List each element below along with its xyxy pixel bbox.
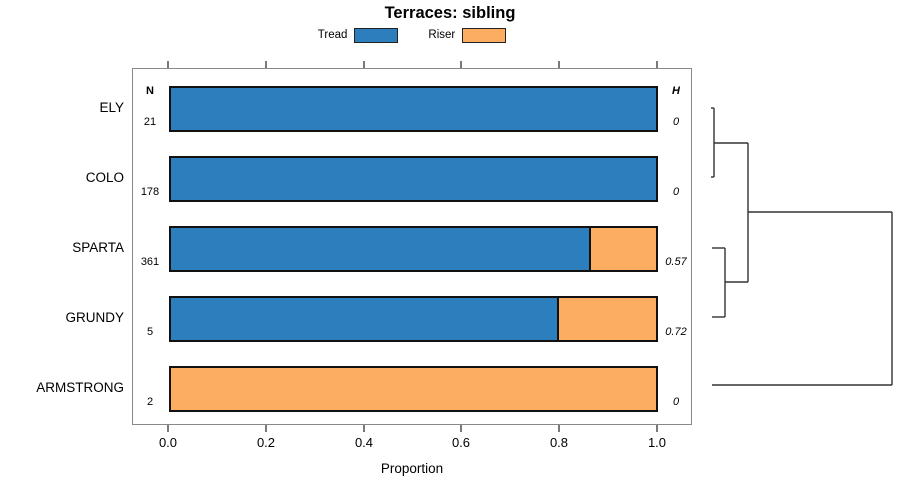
legend-label: Riser	[428, 29, 456, 41]
segment-riser	[559, 298, 656, 340]
category-label-sparta: SPARTA	[72, 240, 124, 255]
legend-swatch-riser	[462, 27, 507, 43]
n-value-grundy: 5	[146, 326, 154, 338]
legend-label: Tread	[317, 29, 348, 41]
segment-tread	[171, 158, 656, 200]
category-label-armstrong: ARMSTRONG	[36, 380, 124, 395]
legend-item-tread: Tread	[317, 27, 399, 43]
segment-tread	[171, 228, 591, 270]
x-tick-label-0.6: 0.6	[451, 435, 471, 450]
x-tick-label-0.8: 0.8	[549, 435, 569, 450]
h-value-grundy: 0.72	[665, 326, 687, 338]
n-value-ely: 21	[143, 116, 157, 128]
legend-item-riser: Riser	[428, 27, 507, 43]
plot-area	[132, 68, 692, 425]
category-label-grundy: GRUNDY	[65, 310, 124, 325]
x-axis-title: Proportion	[380, 461, 444, 476]
chart-title: Terraces: sibling	[384, 4, 516, 22]
h-column-header: H	[672, 85, 680, 97]
x-tick-label-0.4: 0.4	[354, 435, 374, 450]
h-value-sparta: 0.57	[665, 256, 687, 268]
bar-armstrong	[169, 366, 658, 412]
h-value-ely: 0	[672, 116, 680, 128]
segment-tread	[171, 88, 656, 130]
legend-swatch-tread	[354, 27, 399, 43]
n-column-header: N	[146, 85, 154, 97]
bar-ely	[169, 86, 658, 132]
segment-tread	[171, 298, 559, 340]
x-tick-label-0.0: 0.0	[158, 435, 178, 450]
category-label-ely: ELY	[99, 100, 124, 115]
n-value-armstrong: 2	[146, 396, 154, 408]
x-tick-label-1.0: 1.0	[647, 435, 667, 450]
n-value-colo: 178	[140, 186, 160, 198]
bar-colo	[169, 156, 658, 202]
segment-riser	[171, 368, 656, 410]
legend: Tread Riser	[132, 26, 692, 44]
category-label-colo: COLO	[85, 170, 124, 185]
segment-riser	[590, 228, 656, 270]
bar-grundy	[169, 296, 658, 342]
h-value-armstrong: 0	[672, 396, 680, 408]
x-tick-label-0.2: 0.2	[256, 435, 276, 450]
h-value-colo: 0	[672, 186, 680, 198]
bar-sparta	[169, 226, 658, 272]
n-value-sparta: 361	[140, 256, 160, 268]
